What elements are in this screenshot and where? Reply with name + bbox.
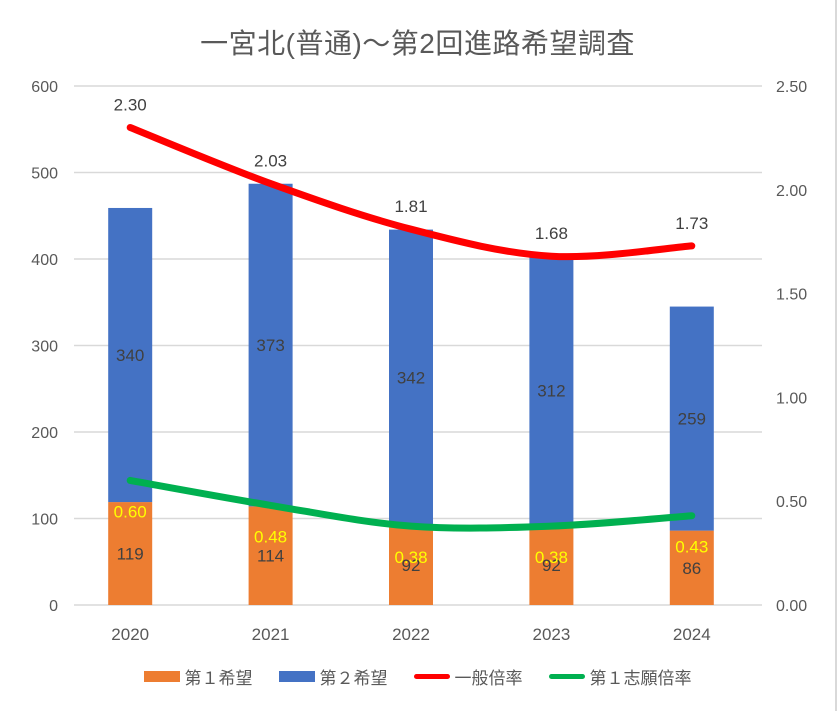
right-axis-tick-2.50: 2.50 bbox=[776, 79, 807, 96]
line-label-first-application-rate-2022: 0.38 bbox=[394, 548, 427, 567]
legend-item-first-choice: 第１希望 bbox=[143, 664, 253, 689]
bar-label-2020-first-choice: 119 bbox=[117, 545, 144, 564]
bar-label-2023-first-choice: 92 bbox=[542, 556, 561, 575]
bar-2020-second-choice bbox=[108, 207, 153, 503]
legend-label-general-rate: 一般倍率 bbox=[454, 669, 523, 688]
line-label-first-application-rate-2023: 0.38 bbox=[535, 548, 568, 567]
right-axis-tick-0.00: 0.00 bbox=[776, 598, 807, 615]
left-axis-tick-100: 100 bbox=[31, 512, 58, 529]
bar-2023-first-choice bbox=[529, 525, 574, 605]
bar-label-2024-second-choice: 259 bbox=[678, 410, 706, 429]
legend-item-first-application-rate: 第１志願倍率 bbox=[548, 664, 692, 689]
right-axis-tick-1.50: 1.50 bbox=[776, 287, 807, 304]
left-axis-tick-600: 600 bbox=[31, 79, 58, 96]
legend-swatch-second-choice-icon bbox=[278, 671, 315, 682]
bar-label-2021-first-choice: 114 bbox=[257, 547, 284, 566]
x-axis-label-2021: 2021 bbox=[252, 625, 290, 644]
legend-item-second-choice: 第２希望 bbox=[278, 664, 388, 689]
line-label-general-rate-2022: 1.81 bbox=[394, 197, 427, 216]
x-axis-label-2023: 2023 bbox=[532, 625, 570, 644]
line-first-application-rate bbox=[126, 476, 696, 532]
legend-label-first-choice: 第１希望 bbox=[184, 669, 253, 688]
bar-2022-first-choice bbox=[389, 525, 433, 605]
line-label-first-application-rate-2021: 0.48 bbox=[254, 527, 287, 546]
bar-2022-second-choice bbox=[389, 229, 433, 526]
legend-swatch-first-application-rate-icon bbox=[548, 674, 585, 679]
right-axis-tick-1.00: 1.00 bbox=[776, 390, 807, 407]
left-axis-tick-500: 500 bbox=[31, 166, 58, 183]
chart-title: 一宮北(普通)～第2回進路希望調査 bbox=[200, 28, 635, 59]
line-label-general-rate-2023: 1.68 bbox=[535, 224, 568, 243]
right-axis-tick-2.00: 2.00 bbox=[776, 183, 807, 200]
left-axis-tick-300: 300 bbox=[31, 339, 58, 356]
legend: 第１希望 第２希望 一般倍率 第１志願倍率 bbox=[0, 664, 835, 689]
left-axis-tick-0: 0 bbox=[49, 598, 58, 615]
line-label-general-rate-2024: 1.73 bbox=[675, 214, 708, 233]
line-label-first-application-rate-2024: 0.43 bbox=[675, 538, 708, 557]
right-axis-tick-0.50: 0.50 bbox=[776, 494, 807, 511]
legend-swatch-general-rate-icon bbox=[413, 674, 450, 679]
bar-2023-second-choice bbox=[529, 255, 574, 526]
bar-2021-first-choice bbox=[248, 506, 293, 605]
legend-swatch-first-choice-icon bbox=[143, 671, 180, 682]
bar-2020-first-choice bbox=[108, 502, 153, 605]
line-general-rate bbox=[126, 124, 696, 261]
legend-item-general-rate: 一般倍率 bbox=[413, 664, 523, 689]
bar-label-2022-first-choice: 92 bbox=[402, 556, 421, 575]
line-label-general-rate-2020: 2.30 bbox=[114, 96, 147, 115]
x-axis-label-2022: 2022 bbox=[392, 625, 430, 644]
line-label-first-application-rate-2020: 0.60 bbox=[114, 502, 147, 521]
legend-label-second-choice: 第２希望 bbox=[319, 669, 388, 688]
bar-label-2022-second-choice: 342 bbox=[397, 369, 425, 388]
bar-label-2020-second-choice: 340 bbox=[116, 346, 144, 365]
bar-label-2021-second-choice: 373 bbox=[256, 336, 284, 355]
bar-2024-first-choice bbox=[669, 530, 714, 605]
x-axis-label-2020: 2020 bbox=[111, 625, 149, 644]
line-label-general-rate-2021: 2.03 bbox=[254, 152, 287, 171]
bar-2024-second-choice bbox=[669, 306, 714, 531]
bar-label-2024-first-choice: 86 bbox=[682, 559, 701, 578]
legend-label-first-application-rate: 第１志願倍率 bbox=[589, 669, 692, 688]
bar-label-2023-second-choice: 312 bbox=[537, 381, 565, 400]
left-axis-tick-200: 200 bbox=[31, 425, 58, 442]
bar-2021-second-choice bbox=[248, 183, 293, 507]
left-axis-tick-400: 400 bbox=[31, 252, 58, 269]
x-axis-label-2024: 2024 bbox=[673, 625, 711, 644]
